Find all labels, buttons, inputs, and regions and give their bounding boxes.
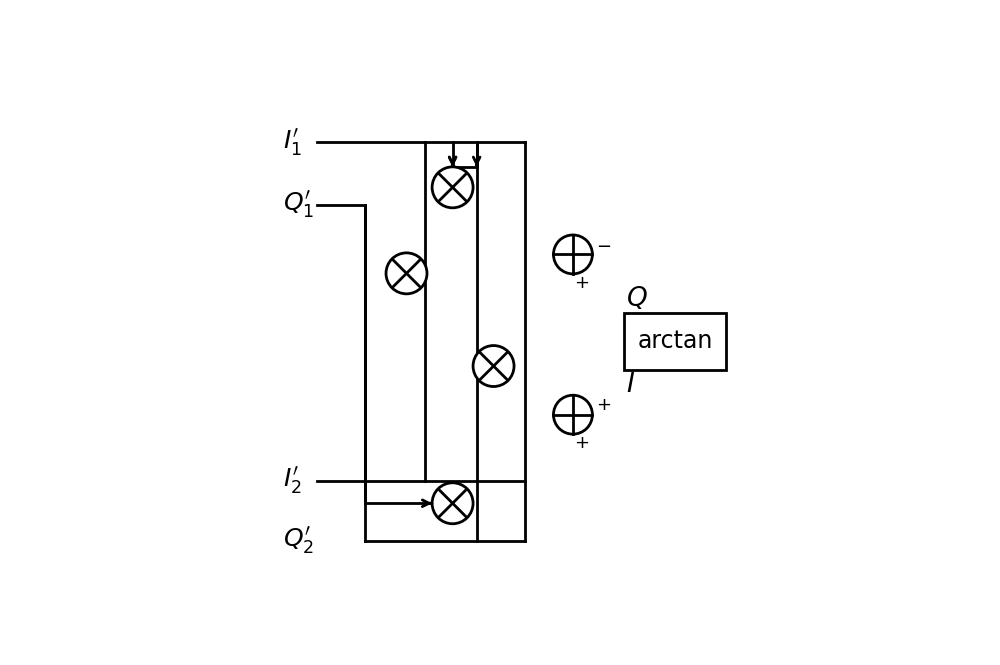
Circle shape	[432, 167, 473, 207]
Text: $I_2^{\prime}$: $I_2^{\prime}$	[283, 465, 302, 496]
Text: $-$: $-$	[596, 235, 611, 253]
Circle shape	[473, 346, 514, 386]
Text: $Q$: $Q$	[626, 285, 647, 312]
Text: $+$: $+$	[574, 434, 589, 452]
Text: arctan: arctan	[637, 329, 713, 354]
Circle shape	[432, 483, 473, 524]
FancyBboxPatch shape	[624, 313, 726, 370]
Text: $I_1^{\prime}$: $I_1^{\prime}$	[283, 127, 302, 158]
Text: $I$: $I$	[626, 372, 635, 398]
Text: $+$: $+$	[574, 274, 589, 292]
Circle shape	[386, 253, 427, 294]
Text: $+$: $+$	[596, 396, 611, 414]
Circle shape	[553, 235, 592, 274]
Text: $Q_1^{\prime}$: $Q_1^{\prime}$	[283, 190, 314, 220]
Text: $Q_2^{\prime}$: $Q_2^{\prime}$	[283, 525, 314, 556]
Circle shape	[553, 395, 592, 434]
